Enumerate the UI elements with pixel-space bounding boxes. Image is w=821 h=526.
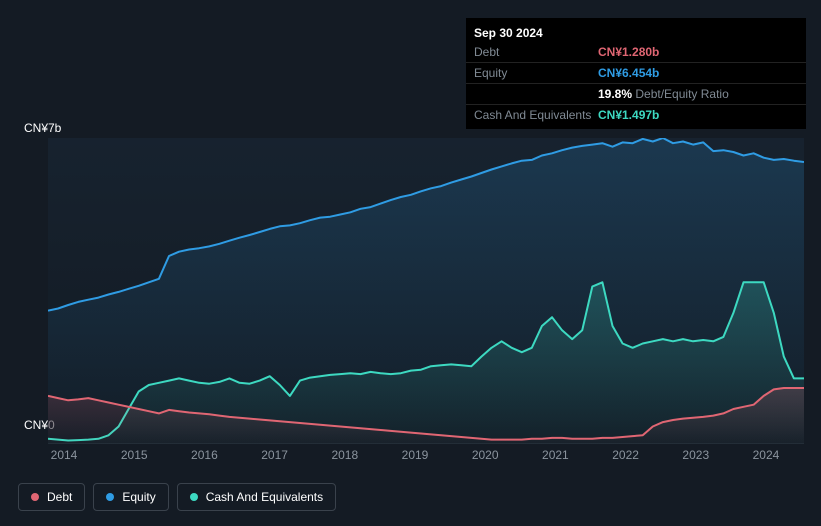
- x-tick: 2022: [612, 448, 639, 462]
- chart-area: [48, 138, 804, 444]
- x-tick: 2014: [51, 448, 78, 462]
- y-axis-label-top: CN¥7b: [24, 121, 61, 135]
- tooltip-value: CN¥1.280b: [598, 44, 798, 60]
- tooltip-date: Sep 30 2024: [466, 22, 806, 42]
- x-tick: 2017: [261, 448, 288, 462]
- tooltip-value: CN¥6.454b: [598, 65, 798, 81]
- legend-dot-icon: [190, 493, 198, 501]
- tooltip-label: Cash And Equivalents: [474, 107, 598, 123]
- tooltip-label: Equity: [474, 65, 598, 81]
- tooltip-row-equity: Equity CN¥6.454b: [466, 63, 806, 84]
- legend-label: Cash And Equivalents: [206, 490, 323, 504]
- x-tick: 2016: [191, 448, 218, 462]
- legend-item-debt[interactable]: Debt: [18, 483, 85, 511]
- tooltip-label: [474, 86, 598, 102]
- legend-dot-icon: [31, 493, 39, 501]
- x-tick: 2020: [472, 448, 499, 462]
- tooltip-box: Sep 30 2024 Debt CN¥1.280b Equity CN¥6.4…: [466, 18, 806, 129]
- tooltip-value: 19.8% Debt/Equity Ratio: [598, 86, 798, 102]
- legend-label: Debt: [47, 490, 72, 504]
- x-tick: 2015: [121, 448, 148, 462]
- x-tick: 2021: [542, 448, 569, 462]
- legend-item-cash-and-equivalents[interactable]: Cash And Equivalents: [177, 483, 336, 511]
- legend-label: Equity: [122, 490, 155, 504]
- tooltip-row-cash: Cash And Equivalents CN¥1.497b: [466, 105, 806, 125]
- legend-item-equity[interactable]: Equity: [93, 483, 168, 511]
- x-tick: 2023: [682, 448, 709, 462]
- tooltip-row-debt: Debt CN¥1.280b: [466, 42, 806, 63]
- tooltip-row-ratio: 19.8% Debt/Equity Ratio: [466, 84, 806, 105]
- x-tick: 2024: [753, 448, 780, 462]
- x-tick: 2018: [331, 448, 358, 462]
- tooltip-label: Debt: [474, 44, 598, 60]
- legend-dot-icon: [106, 493, 114, 501]
- tooltip-value: CN¥1.497b: [598, 107, 798, 123]
- legend: Debt Equity Cash And Equivalents: [18, 483, 336, 511]
- x-tick: 2019: [402, 448, 429, 462]
